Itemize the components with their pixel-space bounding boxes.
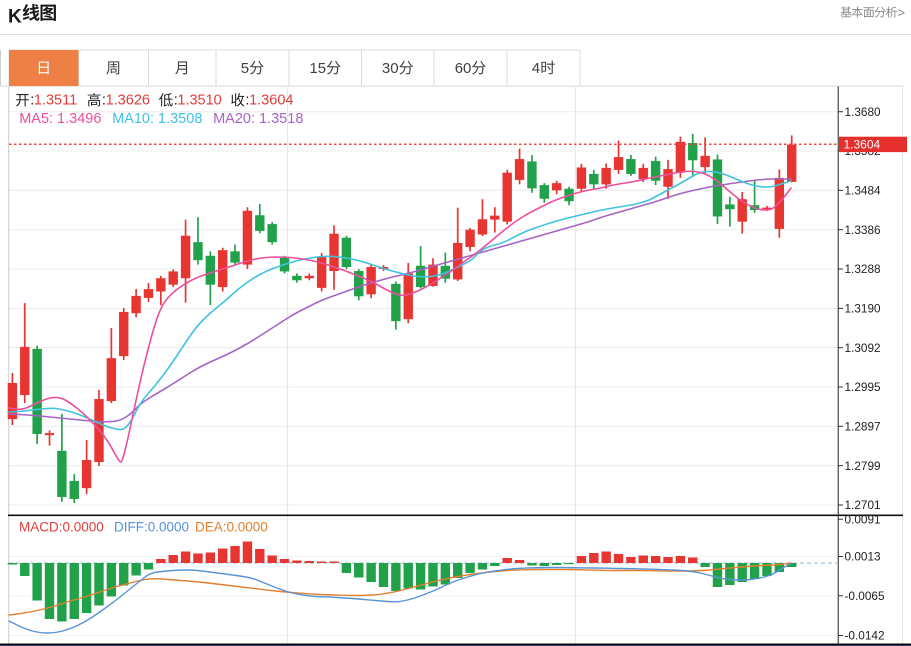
svg-text:1.3510: 1.3510 — [177, 93, 221, 109]
svg-text:DIFF:0.0000: DIFF:0.0000 — [114, 520, 189, 535]
svg-text:5: 5 — [241, 60, 249, 77]
svg-text:1.2995: 1.2995 — [845, 380, 882, 394]
svg-text:1.2897: 1.2897 — [845, 420, 881, 434]
svg-text:MA5: 1.3496: MA5: 1.3496 — [19, 111, 101, 127]
svg-text:1.3604: 1.3604 — [249, 93, 293, 109]
svg-text:5: 5 — [318, 60, 326, 77]
svg-text::: : — [102, 93, 106, 109]
svg-text:1.3484: 1.3484 — [845, 184, 882, 198]
svg-text:0.0091: 0.0091 — [845, 512, 881, 526]
svg-text:MA20: 1.3518: MA20: 1.3518 — [213, 111, 303, 127]
svg-text:DEA:0.0000: DEA:0.0000 — [195, 520, 268, 535]
svg-text:1.3511: 1.3511 — [34, 93, 77, 109]
svg-text:1.3190: 1.3190 — [845, 302, 882, 316]
svg-text::: : — [245, 93, 249, 109]
svg-text:1.2701: 1.2701 — [845, 498, 881, 512]
svg-text:3: 3 — [382, 60, 390, 77]
svg-text:1.2799: 1.2799 — [845, 459, 881, 473]
svg-text:0: 0 — [463, 60, 471, 77]
svg-text::: : — [30, 93, 34, 109]
svg-text:K: K — [8, 7, 22, 28]
svg-text:1.3288: 1.3288 — [845, 262, 882, 276]
svg-text:-0.0065: -0.0065 — [845, 589, 885, 603]
svg-text:1.3626: 1.3626 — [106, 93, 150, 109]
svg-text:>: > — [898, 5, 906, 20]
svg-text:6: 6 — [455, 60, 463, 77]
svg-text:0: 0 — [390, 60, 398, 77]
svg-text:1.3092: 1.3092 — [845, 341, 881, 355]
svg-text:-0.0142: -0.0142 — [845, 629, 885, 643]
svg-text:4: 4 — [532, 60, 540, 77]
svg-text:0.0013: 0.0013 — [845, 550, 882, 564]
svg-text::: : — [174, 93, 178, 109]
svg-text:MACD:0.0000: MACD:0.0000 — [19, 520, 104, 535]
svg-text:1: 1 — [309, 60, 317, 77]
svg-text:1.3386: 1.3386 — [845, 223, 882, 237]
svg-text:MA10: 1.3508: MA10: 1.3508 — [112, 111, 202, 127]
svg-text:1.3680: 1.3680 — [845, 105, 882, 119]
svg-text:1.3604: 1.3604 — [844, 138, 881, 152]
